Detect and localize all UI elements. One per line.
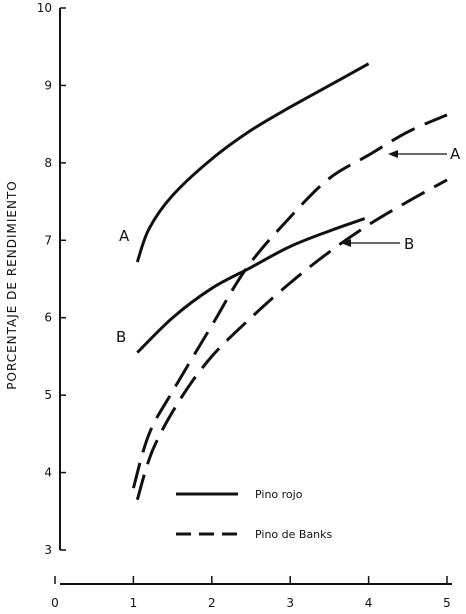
x-tick-label: 1 [130,596,138,610]
series-line-pino-rojo-b [136,217,366,354]
x-tick-label: 4 [365,596,373,610]
label-pino-rojo-b: B [116,328,126,346]
y-tick-label: 6 [44,311,52,325]
y-tick-label: 3 [44,543,52,557]
x-tick-label: 3 [286,596,294,610]
label-pino-banks-a: A [450,145,461,163]
label-pino-banks-b: B [404,235,414,253]
arrow-pino-banks-a [388,150,447,158]
y-tick-label: 8 [44,156,52,170]
y-tick-label: 5 [44,388,52,402]
y-tick-label: 9 [44,78,52,92]
series-line-pino-rojo-a [135,62,370,263]
legend-label-pino-rojo: Pino rojo [255,488,303,501]
series-group [131,62,448,501]
y-tick-label: 10 [37,1,52,15]
y-tick-label: 4 [44,466,52,480]
x-ticks: 0 1 2 3 4 5 [51,576,451,610]
y-axis-title: PORCENTAJE DE RENDIMIENTO [5,180,19,389]
legend-label-pino-de-banks: Pino de Banks [255,528,333,541]
x-tick-label: 0 [51,596,59,610]
x-tick-label: 5 [443,596,451,610]
legend: Pino rojo Pino de Banks [176,488,333,541]
y-ticks: 3 4 5 6 7 8 9 10 [37,1,66,557]
label-pino-rojo-a: A [119,227,130,245]
x-tick-label: 2 [208,596,216,610]
y-tick-label: 7 [44,233,52,247]
series-line-pino-de-banks-b [135,178,448,501]
series-line-pino-de-banks-a [131,113,448,489]
arrow-pino-banks-b [341,239,400,247]
